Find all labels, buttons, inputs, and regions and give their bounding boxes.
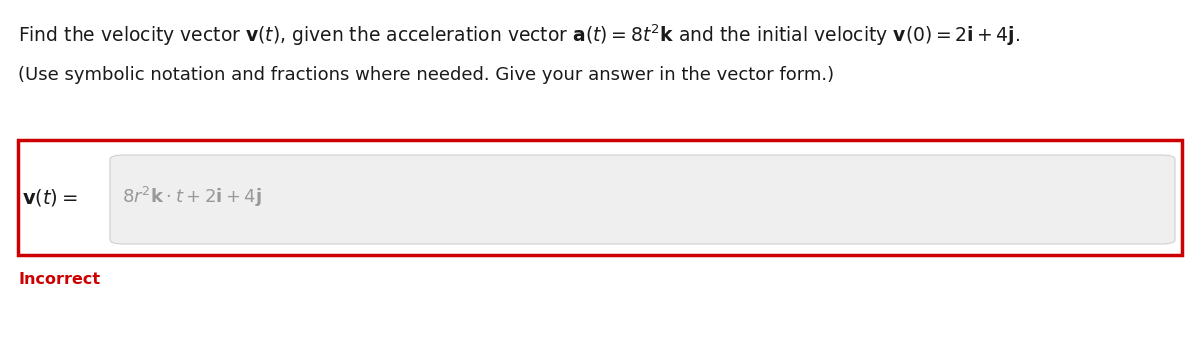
Text: Find the velocity vector $\mathbf{v}(t)$, given the acceleration vector $\mathbf: Find the velocity vector $\mathbf{v}(t)$…: [18, 22, 1020, 47]
Text: Incorrect: Incorrect: [18, 272, 100, 287]
Text: $8r^2\mathbf{k} \cdot t + 2\mathbf{i} + 4\mathbf{j}$: $8r^2\mathbf{k} \cdot t + 2\mathbf{i} + …: [122, 185, 262, 209]
Text: $\mathbf{v}(t) =$: $\mathbf{v}(t) =$: [22, 186, 78, 207]
FancyBboxPatch shape: [110, 155, 1175, 244]
FancyBboxPatch shape: [18, 140, 1182, 255]
Text: (Use symbolic notation and fractions where needed. Give your answer in the vecto: (Use symbolic notation and fractions whe…: [18, 66, 834, 84]
